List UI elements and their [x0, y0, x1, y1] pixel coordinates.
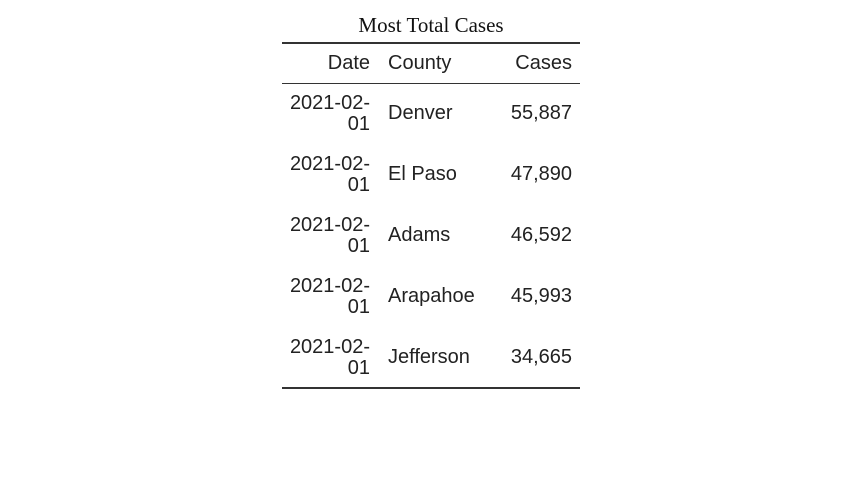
date-cell: 2021-02- 01 — [282, 144, 370, 205]
table-row: 2021-02- 01 Denver 55,887 — [282, 83, 580, 144]
date-cell-line-1: 2021-02- — [289, 335, 370, 358]
table-body: 2021-02- 01 Denver 55,887 2021-02- 01 El… — [282, 83, 580, 388]
cases-cell: 34,665 — [510, 345, 572, 368]
county-cell: Denver — [388, 102, 453, 125]
table-row: 2021-02- 01 El Paso 47,890 — [282, 144, 580, 205]
date-cell-line-2: 01 — [347, 235, 370, 257]
table-row: 2021-02- 01 Adams 46,592 — [282, 205, 580, 266]
header-county: County — [388, 51, 452, 74]
date-cell-line-2: 01 — [347, 356, 370, 379]
table-header: Date County Cases — [282, 43, 580, 83]
cases-cell: 55,887 — [510, 102, 572, 125]
date-cell-line-1: 2021-02- — [289, 214, 370, 236]
date-cell: 2021-02- 01 — [282, 266, 370, 327]
cases-cell: 47,890 — [510, 163, 572, 185]
table-row: 2021-02- 01 Jefferson 34,665 — [282, 327, 580, 388]
table-row: 2021-02- 01 Arapahoe 45,993 — [282, 266, 580, 327]
date-cell: 2021-02- 01 — [282, 205, 370, 266]
cases-table-container: Most Total Cases Date County Cases 2021-… — [282, 10, 580, 389]
date-cell-line-2: 01 — [347, 296, 370, 318]
header-row: Date County Cases — [282, 43, 580, 83]
date-cell-line-2: 01 — [347, 113, 370, 136]
header-date: Date — [327, 51, 370, 74]
cases-cell: 45,993 — [510, 285, 572, 307]
date-cell-line-1: 2021-02- — [289, 275, 370, 297]
date-cell: 2021-02- 01 — [282, 83, 370, 144]
cases-cell: 46,592 — [510, 224, 572, 246]
cases-table: Date County Cases 2021-02- 01 Denver 55,… — [282, 42, 580, 389]
county-cell: El Paso — [388, 163, 457, 185]
date-cell: 2021-02- 01 — [282, 327, 370, 388]
header-cases: Cases — [515, 51, 572, 74]
county-cell: Adams — [388, 224, 451, 246]
county-cell: Arapahoe — [388, 285, 475, 307]
county-cell: Jefferson — [388, 345, 470, 368]
date-cell-line-1: 2021-02- — [289, 153, 370, 175]
date-cell-line-1: 2021-02- — [289, 92, 370, 115]
table-caption: Most Total Cases — [358, 13, 504, 37]
date-cell-line-2: 01 — [347, 174, 370, 196]
